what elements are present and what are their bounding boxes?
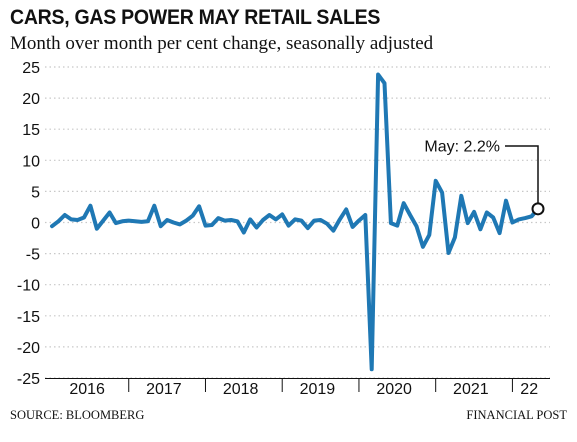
latest-value-annotation: May: 2.2%	[424, 139, 545, 216]
y-tick-label: -20	[17, 340, 40, 357]
y-tick-label: 5	[31, 184, 40, 201]
x-tick-label: 2016	[69, 381, 105, 398]
x-tick-label: 2017	[146, 381, 182, 398]
y-axis: 25 20 15 10 5 0 -5 -10 -15 -20 -25	[17, 60, 40, 388]
x-tick-label: 2020	[376, 381, 412, 398]
x-tick-label: 22	[520, 381, 538, 398]
y-tick-label: 25	[22, 60, 40, 77]
y-tick-label: 20	[22, 91, 40, 108]
y-tick-label: 0	[31, 216, 40, 233]
x-tick-label: 2021	[453, 381, 489, 398]
annotation-leader-line	[505, 145, 539, 203]
y-tick-label: -15	[17, 309, 40, 326]
series-line	[50, 72, 540, 372]
publisher-credit: FINANCIAL POST	[466, 408, 567, 422]
source-note: SOURCE: BLOOMBERG	[10, 408, 145, 422]
y-tick-label: -5	[26, 247, 40, 264]
x-tick-label: 2019	[300, 381, 336, 398]
chart-subtitle: Month over month per cent change, season…	[10, 33, 434, 54]
x-axis: 2016 2017 2018 2019 2020 2021 22	[45, 378, 550, 398]
y-tick-label: 15	[22, 122, 40, 139]
y-tick-label: -10	[17, 278, 40, 295]
x-tick-label: 2018	[223, 381, 259, 398]
annotation-label: May: 2.2%	[424, 139, 500, 156]
gridlines	[45, 66, 550, 379]
y-tick-label: 10	[22, 153, 40, 170]
last-point-marker	[531, 202, 545, 216]
chart-title: CARS, GAS POWER MAY RETAIL SALES	[10, 6, 381, 29]
y-tick-label: -25	[17, 371, 40, 388]
